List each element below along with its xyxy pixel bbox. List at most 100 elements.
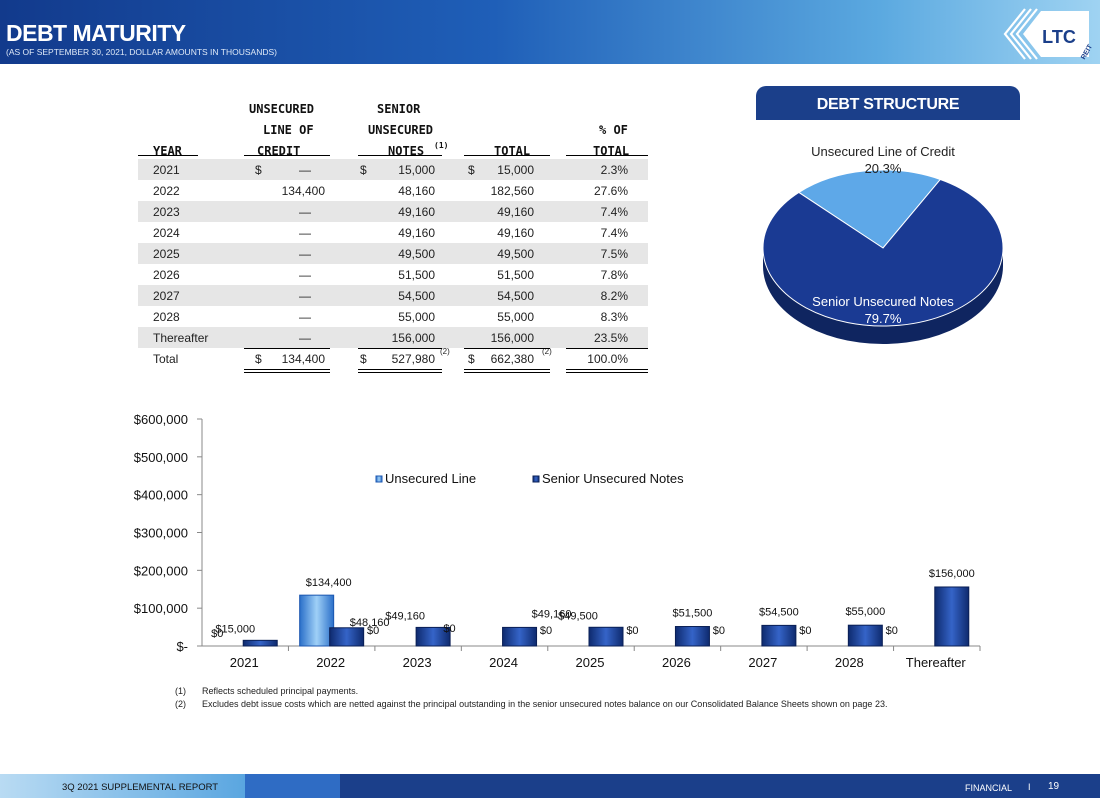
cell-total: 54,500 bbox=[497, 289, 534, 303]
total-top-rule bbox=[244, 348, 330, 349]
footnote-number: (1) bbox=[175, 686, 186, 696]
cell-year: 2027 bbox=[153, 289, 180, 303]
legend-label: Senior Unsecured Notes bbox=[542, 471, 684, 486]
cell-pct: 7.4% bbox=[600, 226, 628, 240]
cell-line-of-credit: — bbox=[299, 226, 311, 240]
table-row: 2022 134,400 48,160 182,560 27.6% bbox=[138, 180, 648, 201]
table-row: 2021 $ $ $ — 15,000 15,000 2.3% bbox=[138, 159, 648, 180]
header-notes-2: UNSECURED bbox=[368, 123, 434, 137]
total-double-rule bbox=[358, 369, 442, 373]
x-tick-label: 2026 bbox=[662, 655, 691, 670]
cell-total: 15,000 bbox=[497, 163, 534, 177]
cell-total: 49,500 bbox=[497, 247, 534, 261]
total-double-rule bbox=[464, 369, 550, 373]
cell-senior-notes: 55,000 bbox=[398, 310, 435, 324]
cell-pct: 8.2% bbox=[600, 289, 628, 303]
pie-value-label: 79.7% bbox=[865, 311, 902, 326]
x-tick-label: 2028 bbox=[835, 655, 864, 670]
footnote-marker: (2) bbox=[440, 347, 450, 356]
table-row: 2025 — 49,500 49,500 7.5% bbox=[138, 243, 648, 264]
cell-line-of-credit: — bbox=[299, 205, 311, 219]
y-tick-label: $600,000 bbox=[134, 412, 188, 427]
bar-data-label: $156,000 bbox=[929, 568, 975, 580]
bar-senior-notes bbox=[415, 626, 451, 647]
cell-currency: $ bbox=[360, 163, 367, 177]
cell-total: 182,560 bbox=[490, 184, 534, 198]
bar-data-label: $0 bbox=[626, 625, 638, 637]
footer-accent bbox=[245, 774, 340, 798]
x-tick-label: 2021 bbox=[230, 655, 259, 670]
footnote-text: Reflects scheduled principal payments. bbox=[202, 686, 359, 696]
bar-unsecured-line bbox=[299, 594, 335, 647]
table-total-row: Total $134,400 $527,980 (2) $662,380 (2) 100.0… bbox=[138, 347, 648, 369]
cell-year: 2022 bbox=[153, 184, 180, 198]
cell-pct: 7.8% bbox=[600, 268, 628, 282]
footer-section: FINANCIAL bbox=[965, 783, 1013, 793]
page-title: DEBT MATURITY bbox=[6, 20, 186, 46]
x-tick-label: Thereafter bbox=[906, 655, 967, 670]
bar-data-label: $49,160 bbox=[532, 608, 572, 620]
debt-structure-pie-chart: Unsecured Line of Credit 20.3% Senior Unse… bbox=[762, 144, 1004, 344]
bar-senior-notes bbox=[242, 639, 278, 647]
header-underline bbox=[358, 155, 442, 156]
cell-year: Total bbox=[153, 352, 179, 366]
cell-currency: $ bbox=[468, 352, 475, 366]
y-tick-label: $- bbox=[176, 639, 188, 654]
bar-data-label: $54,500 bbox=[759, 606, 799, 618]
y-tick-label: $100,000 bbox=[134, 601, 188, 616]
header-underline bbox=[244, 155, 330, 156]
cell-line-of-credit: — bbox=[299, 268, 311, 282]
header-notes-3: NOTES bbox=[388, 144, 425, 158]
y-tick-label: $200,000 bbox=[134, 563, 188, 578]
bar-senior-notes bbox=[329, 627, 365, 647]
page-subtitle: (AS OF SEPTEMBER 30, 2021, DOLLAR AMOUNT… bbox=[6, 47, 277, 57]
bar-data-label: $134,400 bbox=[306, 577, 352, 589]
pie-slice bbox=[797, 169, 942, 249]
cell-line-of-credit: — bbox=[299, 289, 311, 303]
x-tick-label: 2027 bbox=[748, 655, 777, 670]
cell-pct: 7.5% bbox=[600, 247, 628, 261]
x-tick-label: 2022 bbox=[316, 655, 345, 670]
total-double-rule bbox=[566, 369, 648, 373]
y-tick-label: $400,000 bbox=[134, 488, 188, 503]
cell-year: 2024 bbox=[153, 226, 180, 240]
cell-line-of-credit: — bbox=[299, 247, 311, 261]
total-top-rule bbox=[464, 348, 550, 349]
cell-senior-notes: 54,500 bbox=[398, 289, 435, 303]
header-line-2: LINE OF bbox=[263, 123, 314, 137]
total-double-rule bbox=[244, 369, 330, 373]
cell-total: 51,500 bbox=[497, 268, 534, 282]
header-underline bbox=[566, 155, 648, 156]
bar-data-label: $51,500 bbox=[673, 608, 713, 620]
pie-value-label: 20.3% bbox=[865, 161, 902, 176]
debt-structure-header: DEBT STRUCTURE bbox=[756, 86, 1020, 120]
bar-data-label: $0 bbox=[886, 625, 898, 637]
header-pct-1: % OF bbox=[599, 123, 628, 137]
cell-year: 2025 bbox=[153, 247, 180, 261]
cell-line-of-credit: — bbox=[299, 331, 311, 345]
debt-structure-title: DEBT STRUCTURE bbox=[816, 96, 960, 113]
table-row: 2027 — 54,500 54,500 8.2% bbox=[138, 285, 648, 306]
table-row: 2024 — 49,160 49,160 7.4% bbox=[138, 222, 648, 243]
legend-label: Unsecured Line bbox=[385, 471, 476, 486]
cell-senior-notes: 48,160 bbox=[398, 184, 435, 198]
cell-total: 49,160 bbox=[497, 226, 534, 240]
legend-swatch-unsecured-line bbox=[375, 475, 383, 483]
header-line-3: CREDIT bbox=[257, 144, 301, 158]
cell-pct: 27.6% bbox=[593, 184, 628, 198]
table-row: 2028 — 55,000 55,000 8.3% bbox=[138, 306, 648, 327]
x-tick-label: 2023 bbox=[403, 655, 432, 670]
bar-data-label: $55,000 bbox=[845, 606, 885, 618]
header-notes-footnote: (1) bbox=[434, 141, 449, 150]
bar-senior-notes bbox=[847, 624, 883, 647]
bar-data-label: $0 bbox=[211, 628, 223, 640]
header-year: YEAR bbox=[153, 144, 182, 158]
total-top-rule bbox=[358, 348, 442, 349]
bar-data-label: $15,000 bbox=[215, 623, 255, 635]
pie-label: Senior Unsecured Notes bbox=[812, 294, 954, 309]
cell-total: 156,000 bbox=[490, 331, 534, 345]
page-footer: 3Q 2021 SUPPLEMENTAL REPORT FINANCIAL I … bbox=[0, 774, 1100, 798]
cell-year: Thereafter bbox=[153, 331, 209, 345]
cell-total: 55,000 bbox=[497, 310, 534, 324]
page-number: 19 bbox=[1048, 781, 1060, 792]
